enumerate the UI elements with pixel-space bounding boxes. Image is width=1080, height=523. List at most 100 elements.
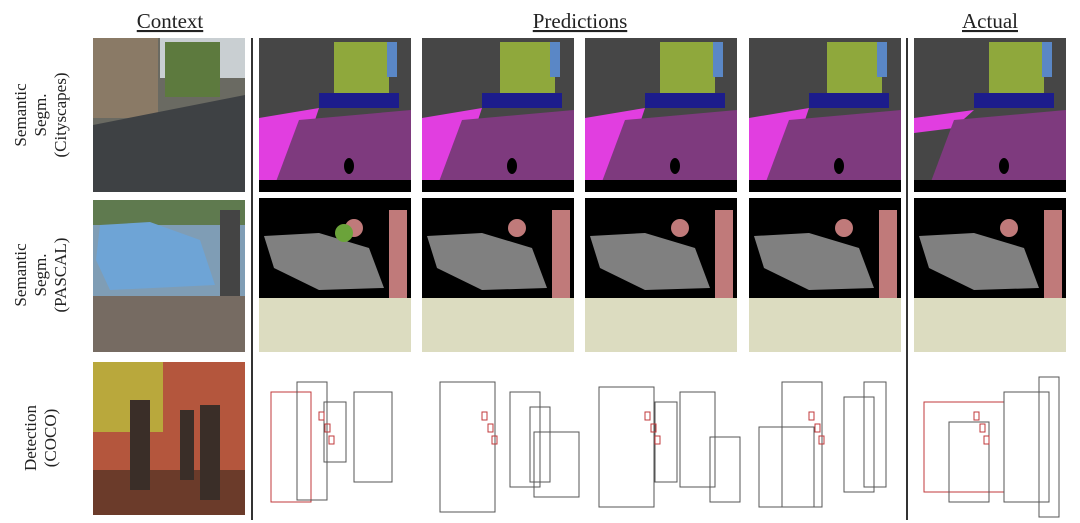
person bbox=[715, 210, 733, 298]
car-mark bbox=[999, 158, 1009, 174]
person bbox=[200, 405, 220, 500]
small-box bbox=[979, 423, 986, 433]
background bbox=[914, 362, 1066, 508]
person bbox=[879, 210, 897, 298]
header-context: Context bbox=[137, 9, 204, 33]
detection-panel bbox=[749, 362, 901, 508]
truck bbox=[427, 233, 547, 290]
box bbox=[709, 436, 741, 503]
road bbox=[929, 110, 1066, 187]
box bbox=[509, 391, 541, 488]
car-mark bbox=[834, 158, 844, 174]
box bbox=[679, 391, 716, 488]
person bbox=[835, 219, 853, 237]
header-predictions: Predictions bbox=[533, 9, 628, 33]
floor bbox=[93, 470, 245, 515]
vegetation bbox=[500, 42, 555, 97]
truck bbox=[590, 233, 710, 290]
pascal-panel bbox=[259, 198, 411, 352]
trees bbox=[93, 200, 245, 225]
person bbox=[130, 400, 150, 490]
box bbox=[948, 421, 990, 503]
small-box bbox=[814, 423, 821, 433]
row-labels: Semantic Segm. (Cityscapes)Semantic Segm. (P… bbox=[11, 73, 70, 472]
truck bbox=[96, 222, 215, 290]
cars bbox=[645, 93, 725, 108]
pascal-panel bbox=[585, 198, 737, 352]
ego bbox=[259, 180, 411, 192]
sky bbox=[1042, 42, 1052, 77]
small-box bbox=[983, 435, 990, 445]
person bbox=[508, 219, 526, 237]
detection-panel bbox=[914, 362, 1066, 518]
row-label: (PASCAL) bbox=[51, 238, 70, 313]
person bbox=[1044, 210, 1062, 298]
cars bbox=[482, 93, 562, 108]
wall bbox=[93, 362, 163, 432]
building bbox=[93, 38, 158, 118]
truck bbox=[264, 233, 384, 290]
vegetation bbox=[989, 42, 1044, 97]
box bbox=[353, 391, 393, 483]
person bbox=[552, 210, 570, 298]
row-label: Segm. bbox=[31, 254, 50, 297]
box bbox=[323, 401, 347, 463]
sidewalk bbox=[914, 110, 974, 133]
trees bbox=[165, 42, 220, 97]
road bbox=[764, 110, 901, 187]
small-box bbox=[644, 411, 651, 421]
person bbox=[671, 219, 689, 237]
photo bbox=[93, 296, 245, 352]
row-label: (Cityscapes) bbox=[51, 73, 70, 158]
small-box bbox=[818, 435, 825, 445]
small-box bbox=[491, 435, 498, 445]
row-label: Semantic bbox=[11, 243, 30, 307]
car-mark bbox=[507, 158, 517, 174]
row-label: Detection bbox=[21, 404, 40, 471]
small-box bbox=[973, 411, 980, 421]
cityscapes-panel bbox=[259, 38, 411, 192]
cityscapes-panel bbox=[914, 38, 1066, 192]
cityscapes-panel bbox=[585, 38, 737, 192]
road bbox=[274, 110, 411, 187]
truck bbox=[754, 233, 874, 290]
box bbox=[533, 431, 580, 498]
cityscapes-panel bbox=[749, 38, 901, 192]
ego bbox=[585, 180, 737, 192]
detection-panel bbox=[259, 362, 411, 508]
cars bbox=[974, 93, 1054, 108]
small-box bbox=[487, 423, 494, 433]
box bbox=[843, 396, 875, 493]
box bbox=[439, 381, 496, 513]
car-mark bbox=[344, 158, 354, 174]
vegetation bbox=[660, 42, 715, 97]
vegetation bbox=[827, 42, 882, 97]
row-label: Segm. bbox=[31, 94, 50, 137]
small-box bbox=[318, 411, 325, 421]
detection-panel bbox=[422, 362, 580, 513]
road bbox=[600, 110, 737, 187]
person bbox=[180, 410, 194, 480]
background bbox=[749, 362, 901, 508]
background bbox=[585, 362, 737, 508]
small-box bbox=[808, 411, 815, 421]
pascal-panel bbox=[422, 198, 574, 352]
person bbox=[1000, 219, 1018, 237]
detection-panel bbox=[585, 362, 741, 508]
ego bbox=[749, 180, 901, 192]
box bbox=[296, 381, 328, 501]
ego bbox=[422, 180, 574, 192]
box bbox=[529, 406, 551, 483]
pascal-panel bbox=[914, 198, 1066, 352]
background bbox=[259, 362, 411, 508]
sky bbox=[877, 42, 887, 77]
road bbox=[437, 110, 574, 187]
cityscapes-panel bbox=[422, 38, 574, 192]
small-box bbox=[481, 411, 488, 421]
box bbox=[1003, 391, 1050, 503]
vegetation bbox=[334, 42, 389, 97]
background bbox=[422, 362, 574, 508]
sky bbox=[713, 42, 723, 77]
car-mark bbox=[670, 158, 680, 174]
plant bbox=[335, 224, 353, 242]
